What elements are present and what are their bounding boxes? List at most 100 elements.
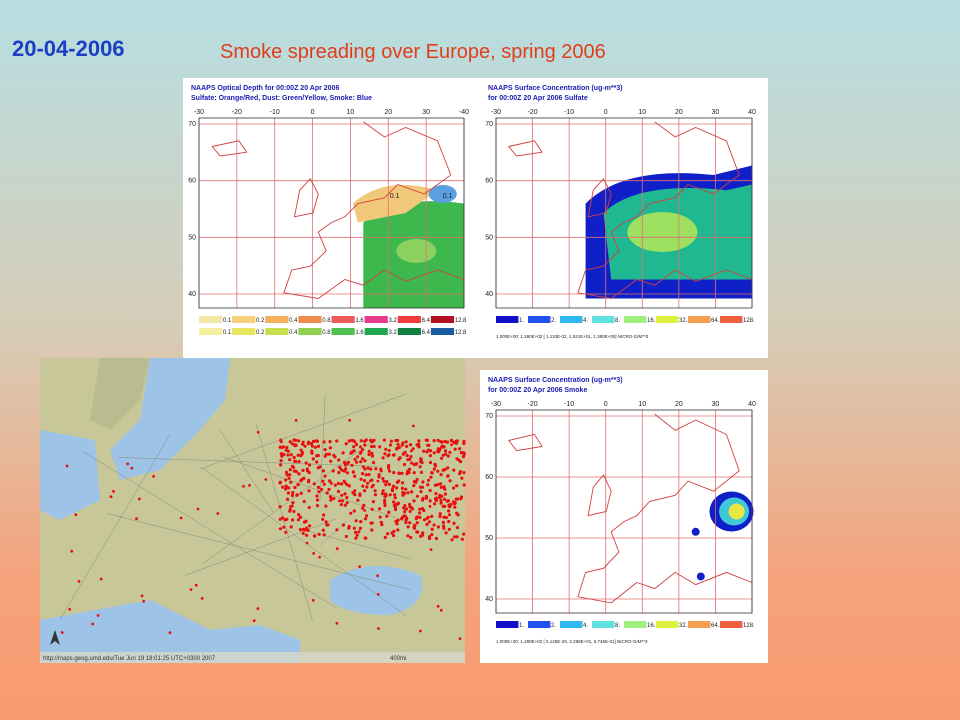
fire-dot: [329, 497, 333, 501]
fire-dot: [460, 476, 464, 480]
fire-dot: [242, 484, 245, 488]
plot-frame: [495, 409, 753, 614]
coastline: [577, 121, 753, 299]
fire-dot: [152, 475, 156, 478]
panel-title: Sulfate: Orange/Red, Dust: Green/Yellow,…: [191, 95, 372, 102]
fire-dot: [438, 512, 442, 516]
legend-swatch: [265, 328, 289, 335]
fire-dot: [284, 470, 289, 474]
panel-title: for 00:00Z 20 Apr 2006 Smoke: [488, 387, 587, 394]
fire-dot: [384, 447, 388, 451]
legend-label: 0.8: [322, 330, 331, 336]
fire-dot: [351, 470, 355, 474]
fire-dot: [313, 445, 318, 449]
fire-dot: [281, 485, 285, 489]
fire-dot: [419, 490, 423, 494]
fire-dot: [289, 453, 293, 457]
fire-dot: [309, 442, 314, 446]
fire-dot: [321, 528, 325, 532]
fire-dot: [355, 533, 359, 537]
x-tick-label: 20: [675, 109, 683, 116]
legend-swatch: [496, 316, 519, 323]
x-tick-label: 20: [675, 401, 683, 408]
fire-dot: [286, 491, 290, 495]
fire-dot: [302, 499, 306, 504]
fire-dot: [142, 599, 146, 603]
fire-dot: [312, 482, 316, 486]
panel-title: NAAPS Surface Concentration (ug-m**3): [488, 377, 623, 384]
fire-dot: [458, 447, 462, 451]
fire-dot: [361, 448, 365, 452]
fire-dot: [278, 505, 282, 509]
fire-dot: [168, 631, 172, 635]
fire-dot: [352, 449, 356, 453]
fire-dot: [317, 490, 321, 494]
fire-dot: [393, 496, 397, 500]
fire-dot: [392, 484, 396, 488]
fire-dot: [299, 491, 303, 495]
fire-dot: [381, 489, 385, 493]
border: [59, 434, 171, 620]
fire-dot: [301, 468, 305, 472]
y-tick-label: 70: [485, 413, 493, 420]
fire-dot: [448, 505, 452, 509]
legend-label: 128.: [743, 623, 755, 629]
fire-dot: [436, 447, 440, 451]
map-panel: NAAPS Surface Concentration (ug-m**3) for…: [480, 78, 768, 358]
fire-dot: [310, 444, 314, 448]
fire-dot: [337, 499, 342, 503]
fire-dot: [424, 438, 428, 442]
fire-dot: [365, 485, 369, 489]
fire-dot: [397, 445, 401, 449]
fire-dot: [439, 498, 443, 502]
fire-dot: [448, 479, 452, 483]
fire-dot: [285, 445, 289, 450]
x-tick-label: -10: [564, 401, 574, 408]
fire-dot: [60, 631, 64, 634]
fire-dot: [383, 535, 387, 540]
fire-dot: [367, 449, 371, 453]
fire-dot: [370, 440, 374, 444]
fire-dot: [396, 438, 400, 443]
fire-dot: [378, 507, 382, 511]
coastline: [293, 178, 319, 218]
fire-dot: [448, 450, 452, 454]
fire-dot: [418, 465, 422, 469]
fire-dot: [415, 530, 419, 534]
fire-dot: [432, 439, 436, 443]
legend-label: 8.: [615, 318, 620, 324]
legend-label: 12.8: [455, 330, 467, 336]
fire-dot: [301, 531, 305, 536]
fire-dot: [305, 469, 310, 473]
legend-swatch: [397, 328, 421, 335]
y-tick-label: 40: [485, 596, 493, 603]
fire-dot: [446, 454, 450, 458]
smoke-spot: [696, 572, 705, 581]
fire-dot: [297, 439, 301, 443]
fire-dot: [292, 509, 296, 514]
fire-dot: [397, 457, 401, 461]
panel-footer: 1.000E+00: 1.280E+02 [ 1.110E-02, 1.521E…: [496, 334, 649, 339]
fire-dot: [411, 447, 415, 451]
fire-dot: [374, 467, 378, 471]
fire-dot: [316, 485, 320, 489]
fire-dot: [294, 438, 298, 442]
x-tick-label: 30: [712, 401, 720, 408]
fire-dot: [430, 471, 434, 475]
fire-dot: [401, 441, 405, 445]
fire-dot: [284, 478, 288, 482]
legend-swatch: [624, 621, 647, 628]
fire-dot: [91, 622, 95, 626]
fire-dot: [137, 497, 141, 501]
fire-dot: [347, 484, 351, 488]
fire-dot: [366, 481, 370, 485]
fire-dot: [418, 507, 422, 511]
border: [255, 422, 313, 621]
fire-dot: [310, 449, 314, 453]
fire-dot: [445, 440, 450, 444]
fire-dot: [322, 440, 326, 444]
fire-dot: [318, 465, 322, 469]
fire-dot: [392, 529, 396, 534]
fire-dot: [315, 439, 319, 443]
fire-dot: [363, 489, 367, 493]
